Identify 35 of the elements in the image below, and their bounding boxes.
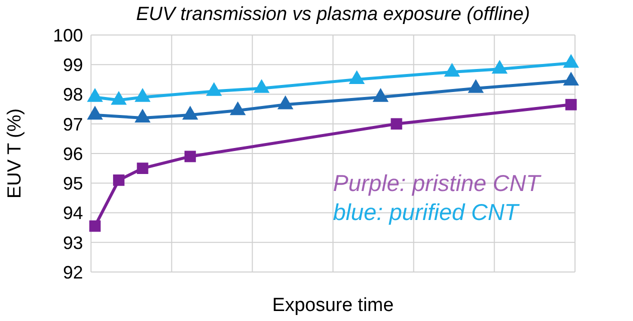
y-tick-label: 96 — [62, 144, 83, 164]
point — [89, 220, 101, 232]
point — [254, 79, 270, 93]
point — [444, 62, 460, 77]
y-tick-label: 92 — [62, 262, 83, 282]
point — [136, 162, 148, 174]
point — [348, 70, 365, 84]
point — [230, 101, 246, 116]
point — [468, 79, 484, 93]
y-tick-label: 100 — [52, 25, 83, 46]
y-tick-label: 98 — [62, 84, 83, 105]
y-tick-label: 93 — [62, 232, 83, 253]
chart-title: EUV transmission vs plasma exposure (offline) — [135, 4, 531, 26]
y-tick-label: 99 — [62, 55, 83, 76]
point — [134, 108, 151, 123]
point — [182, 106, 198, 120]
point — [492, 60, 508, 74]
y-tick-label: 95 — [62, 174, 83, 194]
point — [87, 88, 103, 102]
y-tick-label: 94 — [62, 203, 83, 224]
point — [372, 88, 389, 102]
annotation: blue: purified CNT — [333, 199, 518, 226]
y-axis-title: EUV T (%) — [4, 108, 26, 199]
point — [87, 106, 103, 120]
x-axis-title: Exposure time — [272, 295, 394, 316]
point — [563, 72, 579, 86]
point — [134, 88, 151, 102]
y-tick-label: 97 — [62, 114, 83, 134]
point — [563, 54, 579, 68]
point — [110, 90, 127, 105]
annotation: Purple: pristine CNT — [333, 170, 540, 197]
point — [277, 95, 294, 110]
point — [113, 174, 124, 186]
point — [206, 82, 222, 96]
point — [184, 150, 196, 162]
